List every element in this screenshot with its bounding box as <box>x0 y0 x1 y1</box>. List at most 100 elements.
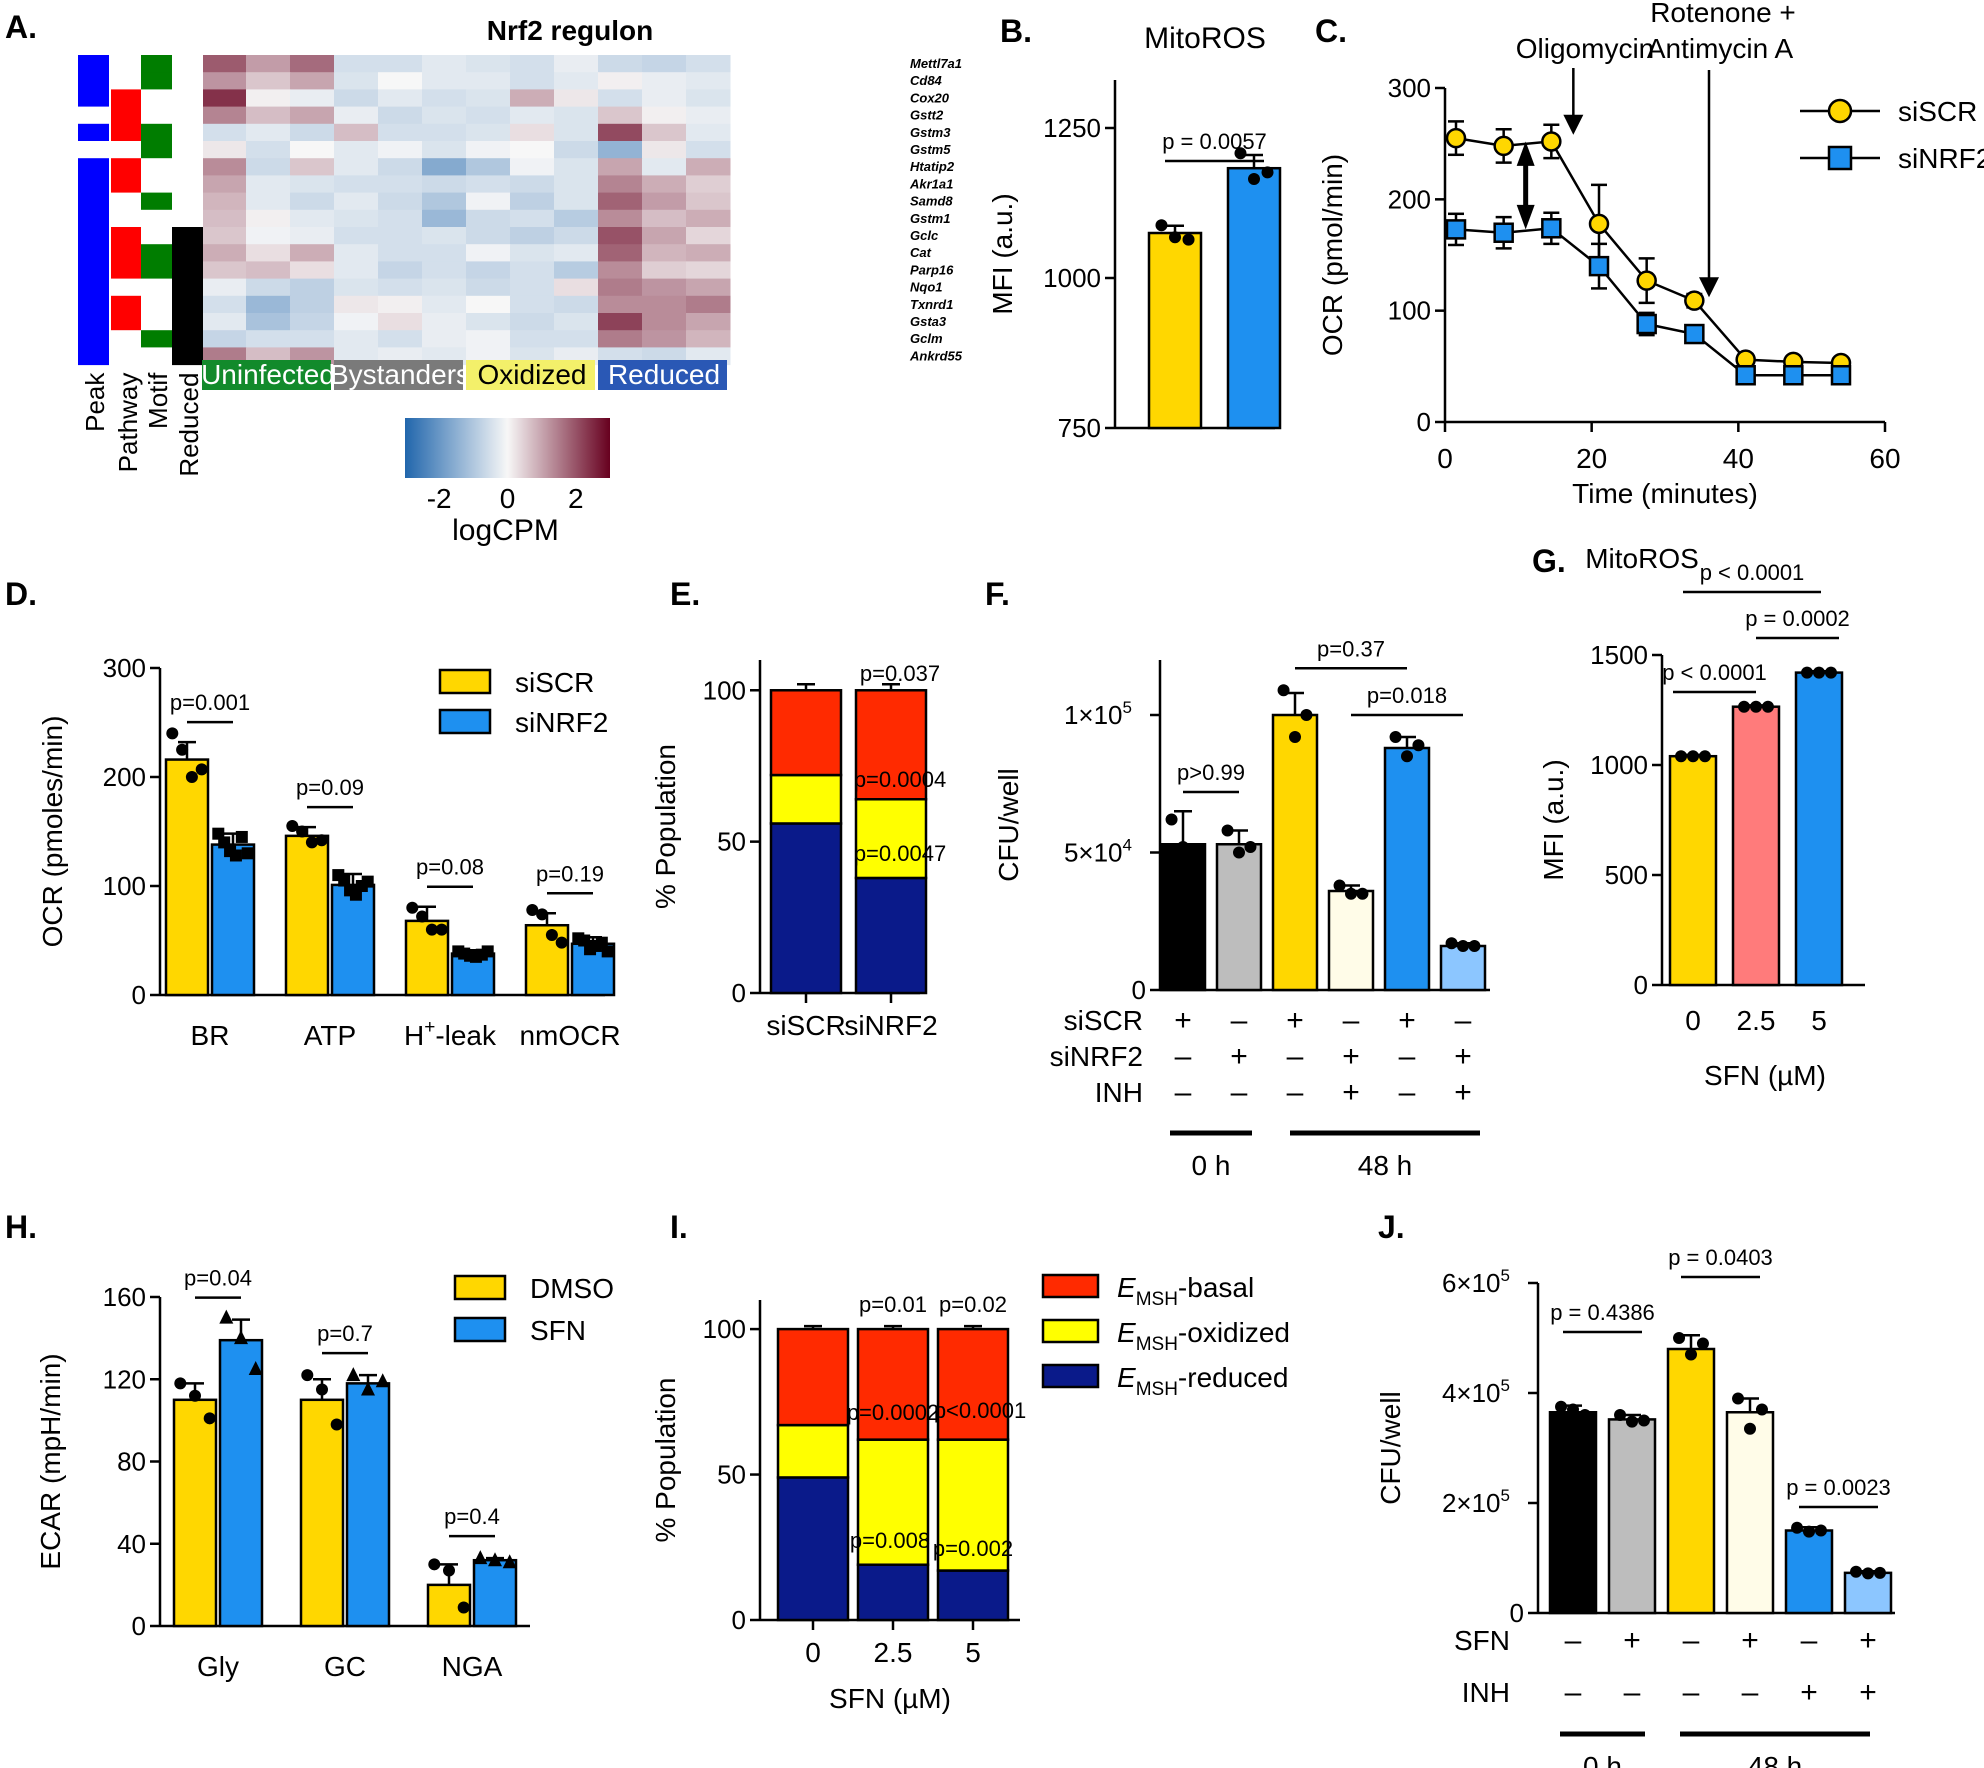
heatmap-cell <box>290 330 335 348</box>
heatmap-cell <box>422 55 467 73</box>
data-point <box>1221 824 1234 837</box>
data-point <box>361 1381 375 1396</box>
annotation-cell <box>141 89 172 108</box>
data-point <box>1188 860 1201 873</box>
heatmap-cell <box>686 55 731 73</box>
sign-mark: – <box>1287 1076 1304 1109</box>
tick-mantissa: 5×10 <box>1064 838 1123 868</box>
data-point <box>1738 700 1751 713</box>
gene-label: Gsta3 <box>910 314 947 329</box>
heatmap-cell <box>510 55 555 73</box>
bar <box>218 1338 264 1628</box>
heatmap-cell <box>246 55 291 73</box>
legend-italic: E <box>1117 1272 1136 1303</box>
annotation-cell <box>141 347 172 366</box>
gene-label: Htatip2 <box>910 159 955 174</box>
x-tick-label: BR <box>191 1020 230 1051</box>
heatmap-cell <box>686 244 731 262</box>
annotation-cell <box>78 347 109 366</box>
heatmap-cell <box>334 89 379 108</box>
annotation-cell <box>111 261 142 280</box>
y-axis-tick-label: 100 <box>703 675 746 705</box>
sig-annotation-label: p < 0.0001 <box>1662 660 1767 685</box>
data-point <box>1493 135 1514 157</box>
sig-annotation-label: p = 0.0057 <box>1162 129 1267 154</box>
y-axis-tick-label: 80 <box>117 1447 146 1477</box>
heatmap-cell <box>686 295 731 314</box>
heatmap-cell <box>378 175 423 194</box>
data-point <box>428 1558 441 1571</box>
x-tick-label: 0 <box>1437 443 1453 474</box>
data-point <box>1750 700 1762 713</box>
sign-mark: + <box>1174 1004 1192 1037</box>
data-point <box>1761 700 1774 713</box>
annotation-cell <box>111 123 142 142</box>
annotation-cell <box>172 158 203 176</box>
annotation-cell <box>111 347 142 366</box>
legend-swatch <box>438 668 492 695</box>
heatmap-cell <box>334 295 379 314</box>
heatmap-cell <box>378 244 423 262</box>
p-value: p=0.02 <box>939 1292 1007 1317</box>
heatmap-cell <box>422 261 467 280</box>
heatmap-cell <box>290 227 335 245</box>
heatmap-cell <box>642 278 687 297</box>
annotation-label: Reduced <box>174 373 204 477</box>
legend-label: SFN <box>530 1315 586 1346</box>
bar <box>472 1558 518 1628</box>
annotation-cell <box>141 55 172 73</box>
heatmap-cell <box>422 244 467 262</box>
legend-label: siNRF2 <box>515 707 608 738</box>
group-label: Reduced <box>608 359 720 390</box>
x-tick-label: siSCR <box>766 1010 845 1041</box>
heatmap-cell <box>246 261 291 280</box>
heatmap-cell <box>510 244 555 262</box>
heatmap-cell <box>510 227 555 245</box>
annotation-cell <box>141 106 172 125</box>
data-point <box>1248 173 1260 185</box>
heatmap-cell <box>246 106 291 125</box>
heatmap-cell <box>422 330 467 348</box>
heatmap-cell <box>378 123 423 142</box>
heatmap-cell <box>290 106 335 125</box>
time-label: 48 h <box>1358 1150 1413 1181</box>
annotation-cell <box>172 347 203 366</box>
legend-sub: MSH <box>1136 1289 1178 1310</box>
chart-title: MitoROS <box>1144 22 1266 55</box>
legend-swatch <box>438 708 492 735</box>
annotation-cell <box>172 89 203 108</box>
heatmap-cell <box>466 106 511 125</box>
data-point <box>1687 750 1699 763</box>
y-axis-label: OCR (pmoles/min) <box>37 716 68 948</box>
heatmap-cell <box>422 227 467 245</box>
annotation-cell <box>78 330 109 348</box>
data-point <box>1803 1525 1815 1538</box>
data-point <box>601 945 614 958</box>
sign-mark: – <box>1565 1676 1582 1709</box>
y-axis-tick-label: 0 <box>132 980 146 1010</box>
heatmap-cell <box>642 209 687 228</box>
y-axis-label: CFU/well <box>993 768 1024 882</box>
data-point <box>1684 323 1705 345</box>
heatmap-cell <box>422 141 467 159</box>
y-axis-tick-label: 300 <box>1388 73 1431 103</box>
bar <box>1725 1411 1775 1615</box>
x-tick-label: siNRF2 <box>844 1010 937 1041</box>
annotation-cell <box>78 209 109 228</box>
heatmap-cell <box>290 278 335 297</box>
x-tick-label: H+-leak <box>404 1017 497 1051</box>
heatmap-cell <box>246 158 291 176</box>
heatmap-cell <box>246 123 291 142</box>
sig-annotation-label: p=0.19 <box>536 861 604 886</box>
heatmap-cell <box>290 72 335 90</box>
bar <box>1548 1411 1598 1615</box>
legend-italic: E <box>1117 1362 1136 1393</box>
sig-annotation-label: p < 0.0001 <box>1700 560 1805 585</box>
data-point <box>1684 290 1705 311</box>
heatmap-cell <box>334 141 379 159</box>
heatmap-cell <box>686 158 731 176</box>
x-tick-label: 40 <box>1723 443 1754 474</box>
time-label: 48 h <box>1748 1751 1803 1768</box>
row-label: SFN <box>1454 1625 1510 1656</box>
